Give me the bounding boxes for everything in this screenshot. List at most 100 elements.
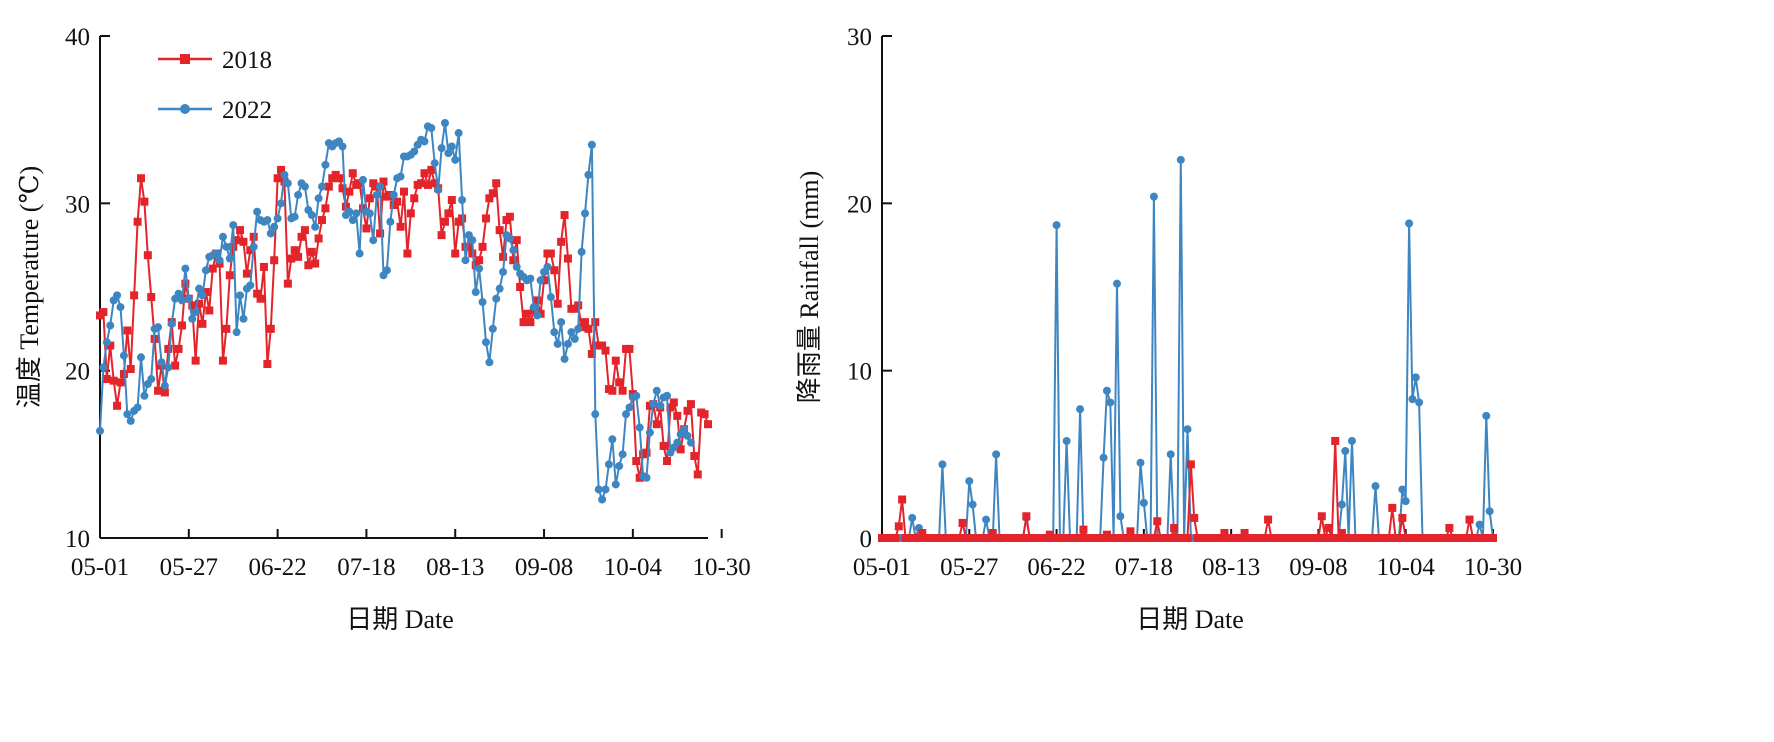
data-point [1022,512,1031,521]
series-2022 [878,155,1497,542]
data-point [673,438,682,447]
data-point [468,236,477,245]
data-point [133,217,142,226]
data-point [1415,398,1424,407]
x-tick-label: 06-22 [1027,554,1085,581]
data-point [126,364,135,373]
data-point [663,457,672,466]
data-point [263,359,272,368]
data-point [574,301,583,310]
data-point [625,403,634,412]
data-point [1411,373,1420,382]
data-point [475,256,484,265]
data-point [184,294,193,303]
data-point [478,242,487,251]
data-point [958,518,967,527]
data-point [454,129,463,138]
data-point [577,247,586,256]
data-point [992,450,1001,459]
data-point [116,378,125,387]
data-point [311,222,320,231]
data-point [560,354,569,363]
data-point [208,264,217,273]
data-point [509,246,518,255]
data-point [645,428,654,437]
data-point [458,214,467,223]
data-point [1348,436,1356,445]
data-point [475,264,484,273]
data-point [1183,534,1192,542]
data-point [1465,515,1474,524]
x-tick-label: 07-18 [337,554,395,581]
data-point [451,155,460,164]
series-2018 [96,165,712,482]
legend-item-2018: 2018 [158,47,272,74]
data-point [659,441,668,450]
data-point [1166,450,1175,459]
data-point [553,299,562,308]
data-point [290,246,299,255]
data-point [686,438,695,447]
data-point [403,249,412,258]
data-point [218,356,227,365]
data-point [955,534,964,542]
data-point [1099,453,1108,462]
data-point [106,341,115,350]
data-point [485,358,494,367]
data-point [263,216,272,225]
data-point [478,298,487,307]
data-point [181,264,190,273]
data-point [1395,534,1403,542]
data-point [444,149,453,158]
data-point [938,460,947,469]
data-point [642,448,651,457]
data-point [1136,458,1145,467]
data-point [683,431,692,440]
data-point [160,381,169,390]
data-point [1153,517,1162,526]
data-point [1170,523,1179,532]
data-point [563,254,572,263]
data-point [1240,528,1249,537]
data-point [557,318,566,327]
data-point [109,376,118,385]
data-point [225,271,234,280]
data-point [188,301,197,310]
data-point [700,410,709,419]
data-point [1190,513,1199,522]
x-tick-label: 10-04 [604,554,663,581]
data-point [423,180,432,189]
data-point [581,209,590,218]
data-point [273,174,282,183]
data-point [410,194,419,203]
data-point [601,485,610,494]
data-point [212,249,221,258]
data-point [1462,534,1471,542]
data-point [601,346,610,355]
data-point [550,266,559,275]
data-point [232,328,241,337]
data-point [512,236,521,245]
data-point [591,318,600,327]
data-point [287,254,296,263]
data-point [259,262,268,271]
x-tick-label: 05-27 [160,554,218,581]
data-point [632,457,641,466]
legend-item-2022: 2022 [158,97,272,124]
data-point [321,160,330,169]
data-point [249,242,258,251]
data-point [236,226,245,235]
data-point [1260,534,1269,542]
data-point [451,249,460,258]
data-point [113,401,122,410]
data-point [379,177,388,186]
y-tick-label: 10 [847,359,872,386]
data-point [447,195,456,204]
data-point [618,450,627,459]
data-point [215,256,224,265]
legend: 2018 2022 [158,47,272,124]
data-point [898,495,907,504]
legend-marker [180,54,190,64]
data-point [393,197,402,206]
data-point [505,212,514,221]
